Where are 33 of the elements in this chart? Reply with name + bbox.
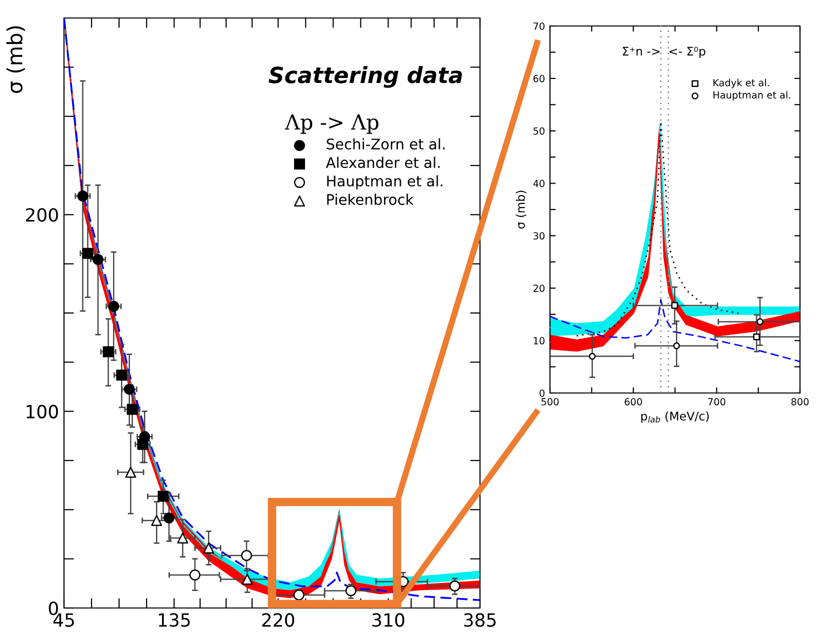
y-axis-title: σ (mb) — [516, 190, 526, 229]
y-tick-label: 0 — [540, 389, 544, 397]
x-axis-title: p$_{lab}$ (MeV/c) — [641, 411, 709, 423]
y-tick-label: 50 — [534, 127, 544, 135]
text: Scattering data — [268, 66, 462, 88]
x-tick-label: 700 — [708, 398, 726, 406]
annotation: Σ⁺n -> — [622, 46, 660, 56]
annotation: <- Σ⁰p — [670, 46, 706, 58]
y-tick-label: 20 — [533, 284, 544, 292]
legend-title: Λp -> Λp — [284, 114, 378, 134]
legend-label: Kadyk et al. — [713, 78, 769, 88]
x-tick-label: 220 — [262, 613, 294, 627]
legend-label: Piekenbrock — [327, 194, 414, 206]
x-tick-label: 385 — [464, 613, 496, 627]
y-tick-label: 40 — [533, 180, 544, 188]
x-tick-label: 135 — [158, 613, 190, 627]
x-tick-label: 45 — [53, 613, 74, 627]
legend-label: Hauptman et al. — [327, 175, 442, 190]
y-tick-label: 70 — [534, 22, 544, 30]
y-tick-label: 100 — [26, 404, 58, 418]
legend-label: Hauptman et al. — [713, 91, 790, 101]
y-tick-label: 200 — [26, 208, 58, 222]
y-tick-label: 10 — [534, 337, 544, 344]
y-tick-label: 0 — [48, 601, 58, 616]
y-tick-label: 30 — [534, 232, 544, 240]
y-tick-label: 60 — [533, 74, 544, 82]
y-axis-title: σ (mb) — [6, 26, 25, 93]
x-tick-label: 500 — [541, 398, 559, 406]
x-tick-label: 800 — [791, 398, 809, 406]
legend-label: Alexander et al. — [326, 156, 440, 168]
x-tick-label: 600 — [624, 398, 642, 406]
x-tick-label: 310 — [372, 613, 404, 627]
legend-label: Sechi-Zorn et al. — [326, 138, 445, 150]
